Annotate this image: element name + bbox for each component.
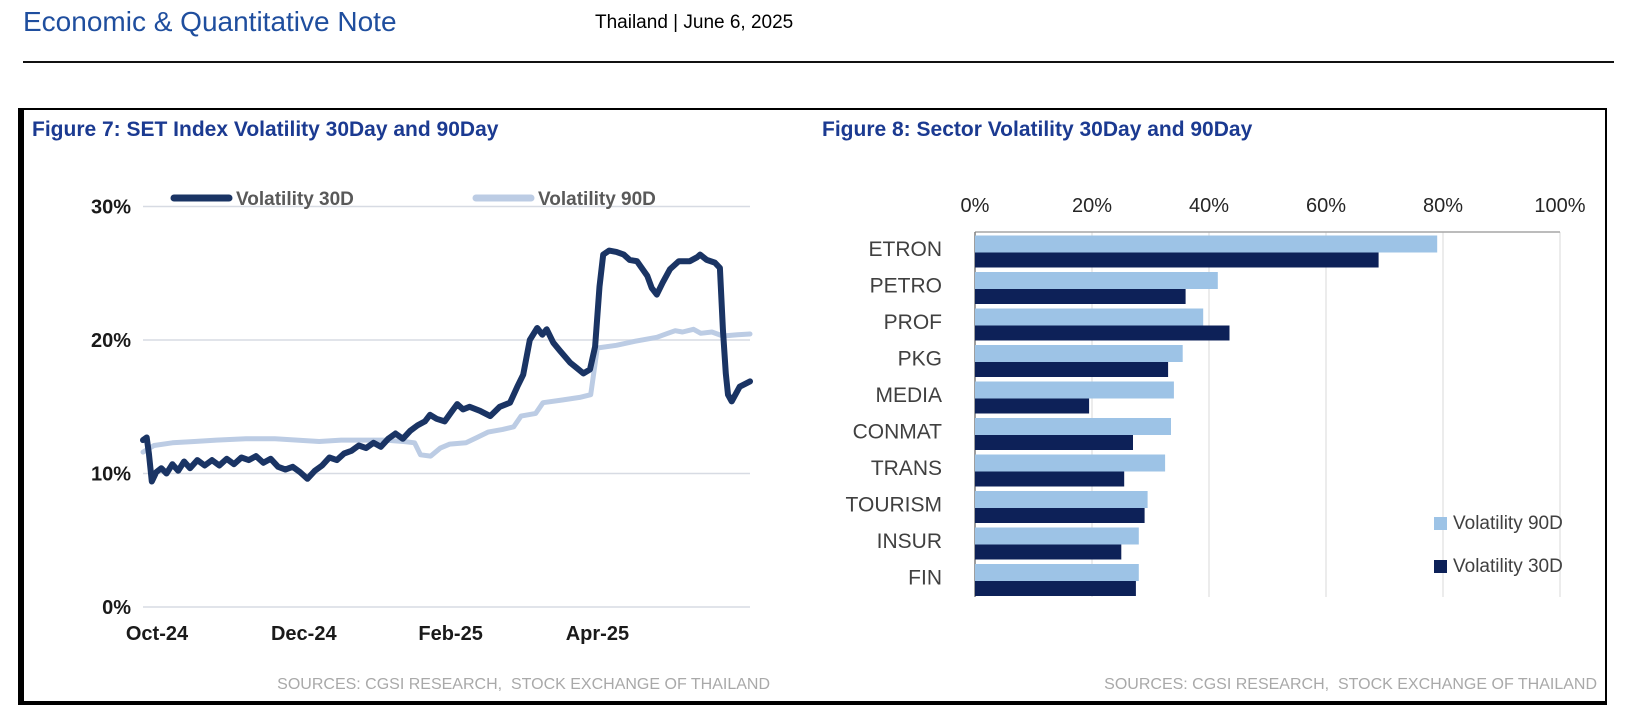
- figures-container: Figure 7: SET Index Volatility 30Day and…: [18, 108, 1607, 705]
- volatility-30d-line: [140, 247, 753, 485]
- sector-label-etron: ETRON: [869, 238, 943, 261]
- sector-label-tourism: TOURISM: [846, 494, 942, 517]
- sector-label-media: MEDIA: [875, 384, 942, 407]
- document-region-date: Thailand | June 6, 2025: [595, 12, 794, 33]
- bar-30d-petro: [975, 289, 1186, 304]
- bar-90d-fin: [975, 564, 1139, 581]
- bar-30d-conmat: [975, 435, 1133, 450]
- figure8-title: Figure 8: Sector Volatility 30Day and 90…: [822, 118, 1253, 141]
- bar-30d-prof: [975, 325, 1230, 341]
- bar-90d-tourism: [975, 491, 1148, 508]
- sector-label-trans: TRANS: [871, 457, 942, 480]
- bar-90d-prof: [975, 308, 1204, 326]
- sector-label-petro: PETRO: [870, 275, 942, 298]
- y-axis-tick-label: 30%: [91, 197, 131, 219]
- x-axis-tick-label: 100%: [1534, 195, 1585, 217]
- legend-label: Volatility 90D: [1453, 513, 1563, 534]
- bar-90d-trans: [975, 454, 1166, 472]
- bar-30d-tourism: [975, 508, 1145, 523]
- bar-30d-fin: [975, 581, 1136, 596]
- document-title: Economic & Quantitative Note: [23, 6, 397, 37]
- y-axis-tick-label: 10%: [91, 464, 131, 486]
- x-axis-tick-label: Feb-25: [418, 623, 482, 645]
- bar-90d-pkg: [975, 345, 1183, 362]
- x-axis-tick-label: Apr-25: [566, 623, 629, 645]
- bar-30d-pkg: [975, 362, 1169, 377]
- bar-90d-petro: [975, 272, 1218, 289]
- bar-30d-etron: [975, 252, 1379, 268]
- legend-label: Volatility 30D: [236, 189, 354, 210]
- bar-30d-media: [975, 398, 1090, 414]
- y-axis-tick-label: 20%: [91, 330, 131, 352]
- volatility-90d-line: [140, 326, 753, 459]
- sector-label-fin: FIN: [908, 567, 942, 590]
- set-index-volatility-line-chart: 0% 10% 20% 30% Oct-24 Dec-24 Feb-25 Apr-25 Volat…: [91, 189, 753, 645]
- legend-label: Volatility 30D: [1453, 556, 1563, 577]
- sector-label-pkg: PKG: [898, 348, 942, 371]
- figure8-sources: SOURCES: CGSI RESEARCH, STOCK EXCHANGE O…: [1104, 676, 1597, 693]
- legend-swatch-volatility-90d: [1434, 517, 1447, 530]
- figure7-sources: SOURCES: CGSI RESEARCH, STOCK EXCHANGE O…: [277, 676, 770, 693]
- bar-90d-etron: [975, 235, 1438, 253]
- sector-volatility-bar-chart: 0% 20% 40% 60% 80% 100% ETRON PETRO PROF PKG MEDIA…: [846, 195, 1586, 597]
- bar-90d-insur: [975, 527, 1139, 545]
- y-axis-tick-label: 0%: [102, 597, 131, 619]
- x-axis-tick-label: 0%: [961, 195, 990, 217]
- legend-swatch-volatility-30d: [1434, 560, 1447, 573]
- x-axis-tick-label: 60%: [1306, 195, 1346, 217]
- bar-90d-conmat: [975, 418, 1171, 435]
- x-axis-tick-label: 80%: [1423, 195, 1463, 217]
- sector-label-insur: INSUR: [877, 530, 942, 553]
- header-divider: [23, 61, 1614, 63]
- bar-30d-insur: [975, 544, 1122, 560]
- bar-90d-media: [975, 381, 1174, 399]
- sector-label-prof: PROF: [884, 311, 942, 334]
- bar-30d-trans: [975, 471, 1125, 487]
- x-axis-tick-label: Oct-24: [126, 623, 189, 645]
- x-axis-tick-label: Dec-24: [271, 623, 337, 645]
- x-axis-tick-label: 20%: [1072, 195, 1112, 217]
- figure7-title: Figure 7: SET Index Volatility 30Day and…: [32, 118, 499, 141]
- sector-label-conmat: CONMAT: [853, 421, 943, 444]
- legend-label: Volatility 90D: [538, 189, 656, 210]
- x-axis-tick-label: 40%: [1189, 195, 1229, 217]
